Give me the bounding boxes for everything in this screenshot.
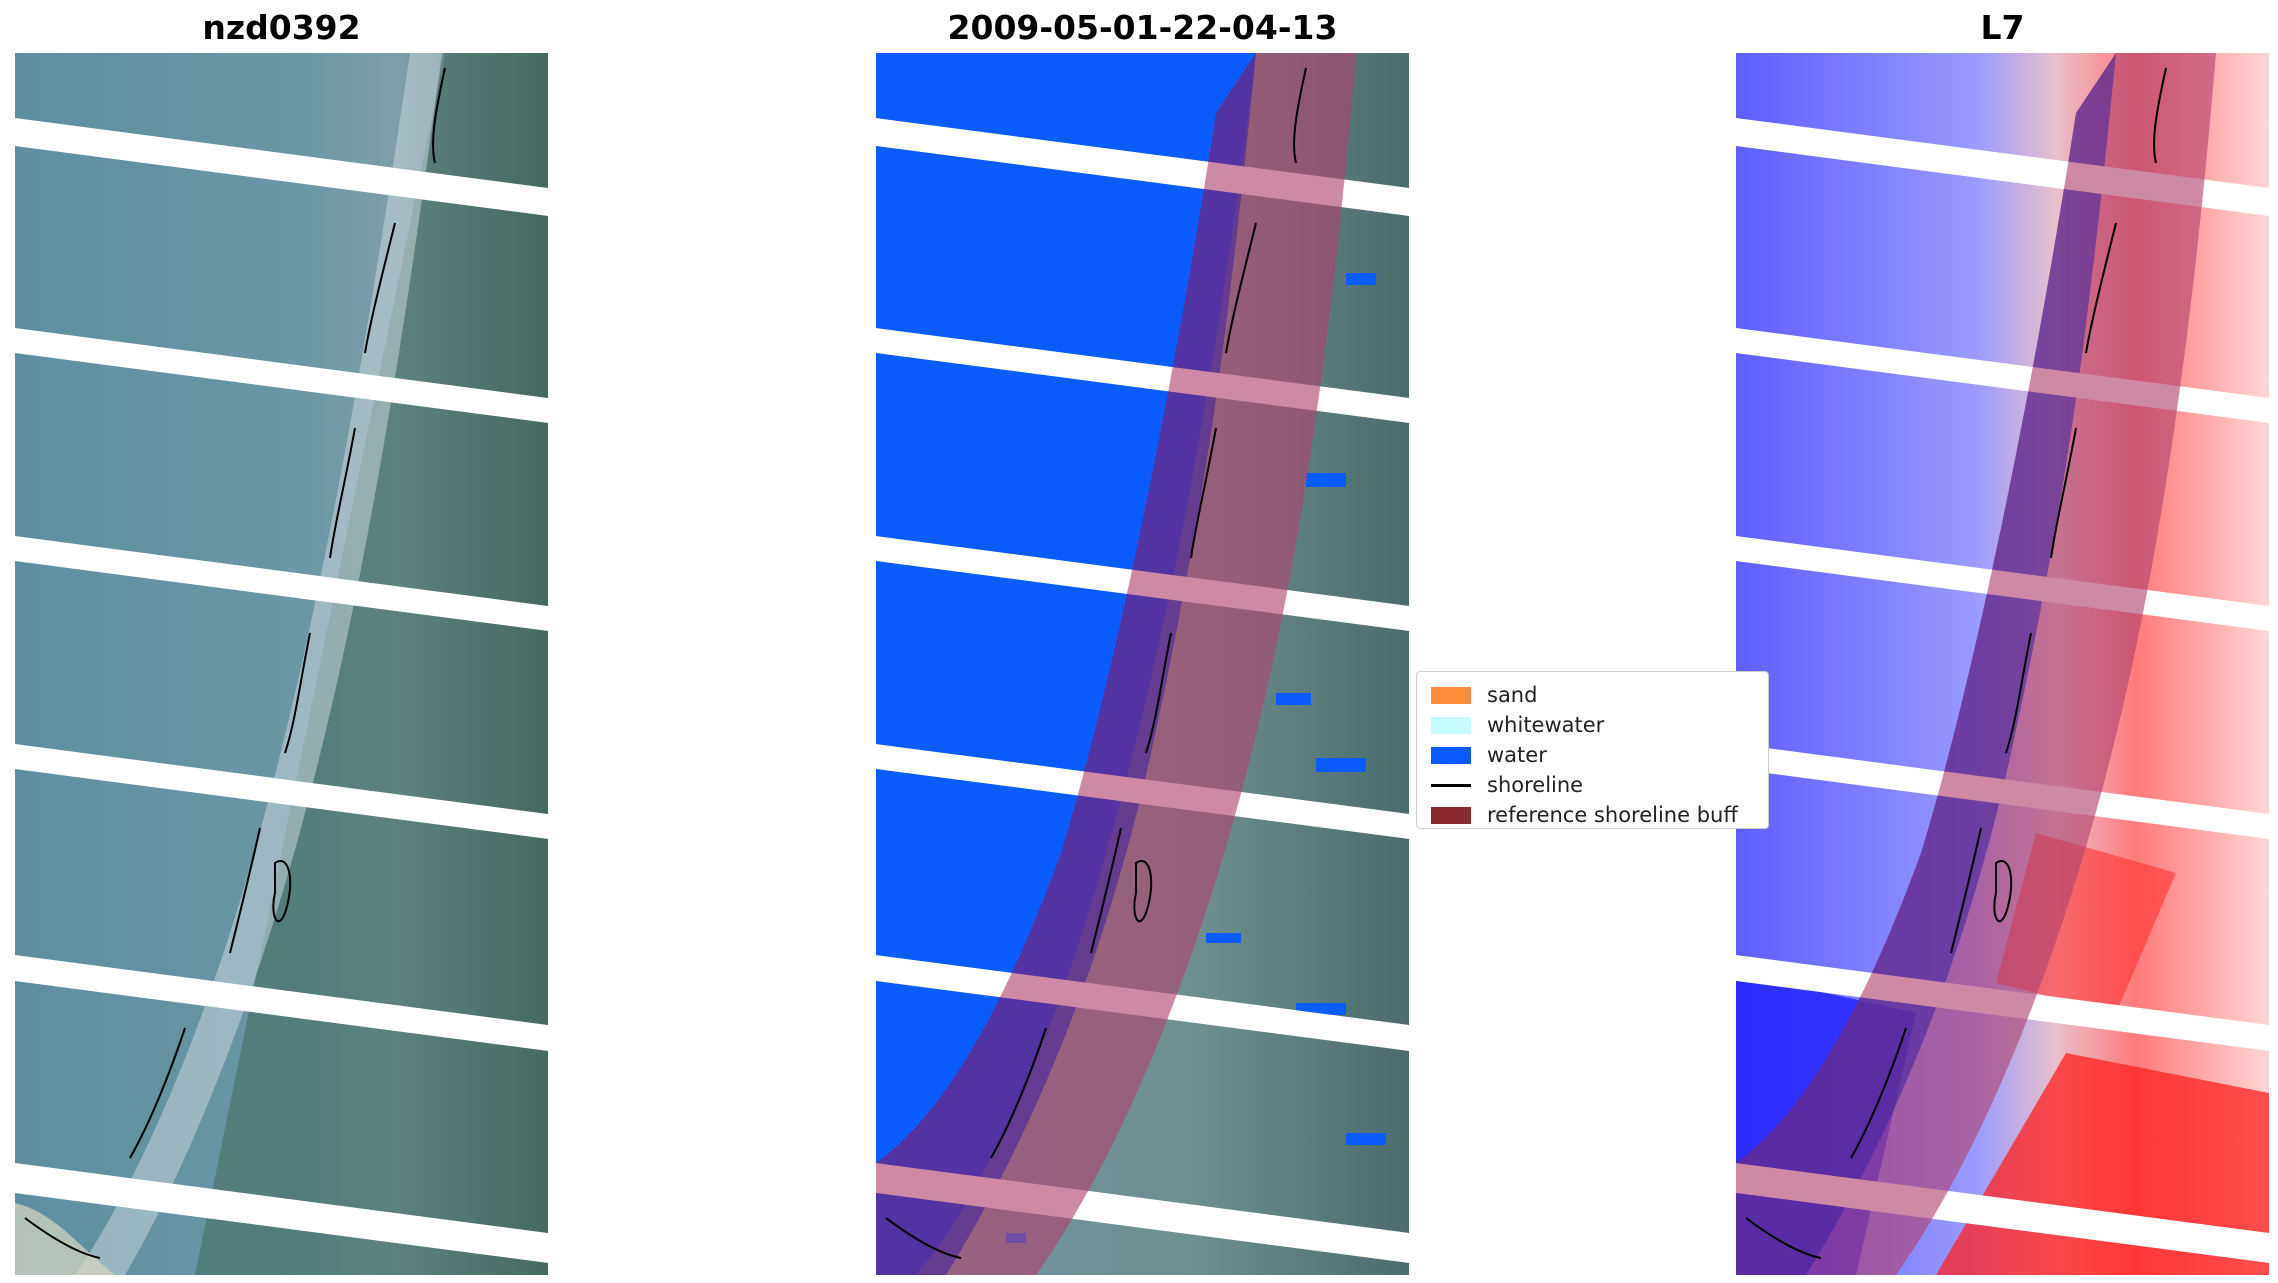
reference-buffer-swatch [1431, 806, 1471, 824]
legend-label-whitewater: whitewater [1487, 713, 1605, 737]
classification-image [876, 53, 1409, 1275]
sand-swatch [1431, 686, 1471, 704]
legend-item-reference-buffer: reference shoreline buff [1431, 800, 1738, 828]
shoreline-swatch [1431, 783, 1471, 787]
legend-label-water: water [1487, 743, 1547, 767]
classification-panel [876, 53, 1409, 1275]
legend-item-water: water [1431, 740, 1547, 770]
legend-label-reference-buffer: reference shoreline buff [1487, 803, 1738, 827]
legend-item-whitewater: whitewater [1431, 710, 1604, 740]
index-image [1736, 53, 2269, 1275]
rgb-image [15, 53, 548, 1275]
whitewater-swatch [1431, 716, 1471, 734]
legend-item-shoreline: shoreline [1431, 770, 1583, 800]
panel-title-classification: 2009-05-01-22-04-13 [947, 8, 1338, 47]
panel-title-index: L7 [1980, 8, 2025, 47]
water-swatch [1431, 746, 1471, 764]
legend-item-sand: sand [1431, 680, 1537, 710]
rgb-image-panel [15, 53, 548, 1275]
legend-label-shoreline: shoreline [1487, 773, 1584, 797]
panel-title-rgb: nzd0392 [202, 8, 361, 47]
index-panel [1736, 53, 2269, 1275]
legend: sand whitewater water shoreline referenc… [1416, 671, 1769, 829]
legend-label-sand: sand [1487, 683, 1538, 707]
